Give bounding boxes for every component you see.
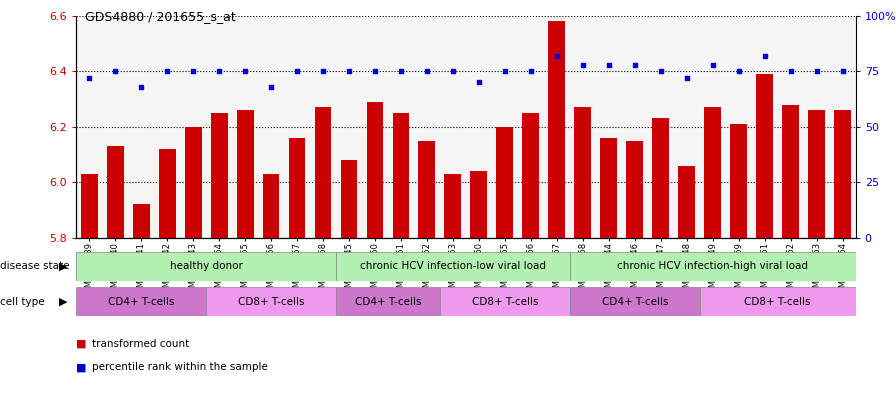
Text: transformed count: transformed count — [92, 339, 190, 349]
Text: disease state: disease state — [0, 261, 70, 271]
Point — [836, 68, 850, 74]
Bar — [730, 124, 747, 238]
Point — [316, 68, 331, 74]
Bar — [834, 110, 851, 238]
Point — [446, 68, 461, 74]
Point — [680, 75, 694, 81]
Bar — [570, 252, 856, 281]
Bar — [808, 110, 825, 238]
Bar — [76, 252, 336, 281]
Bar — [704, 107, 721, 238]
Bar — [700, 287, 856, 316]
Bar — [600, 138, 617, 238]
Bar — [336, 252, 570, 281]
Point — [108, 68, 123, 74]
Bar — [570, 287, 700, 316]
Bar — [133, 204, 150, 238]
Bar — [626, 141, 643, 238]
Bar — [336, 287, 440, 316]
Point — [186, 68, 201, 74]
Point — [394, 68, 409, 74]
Point — [264, 84, 279, 90]
Point — [706, 61, 720, 68]
Bar — [756, 74, 773, 238]
Text: healthy donor: healthy donor — [169, 261, 243, 271]
Bar — [185, 127, 202, 238]
Bar — [574, 107, 591, 238]
Point — [576, 61, 590, 68]
Text: chronic HCV infection-high viral load: chronic HCV infection-high viral load — [617, 261, 808, 271]
Text: chronic HCV infection-low viral load: chronic HCV infection-low viral load — [360, 261, 546, 271]
Text: CD8+ T-cells: CD8+ T-cells — [745, 297, 811, 307]
Bar — [237, 110, 254, 238]
Point — [238, 68, 253, 74]
Bar — [444, 174, 461, 238]
Point — [212, 68, 227, 74]
Text: CD4+ T-cells: CD4+ T-cells — [355, 297, 421, 307]
Bar — [159, 149, 176, 238]
Bar — [652, 118, 669, 238]
Bar — [211, 113, 228, 238]
Point — [160, 68, 175, 74]
Point — [758, 53, 772, 59]
Bar — [107, 146, 124, 238]
Point — [420, 68, 435, 74]
Text: ▶: ▶ — [58, 261, 67, 271]
Text: CD4+ T-cells: CD4+ T-cells — [108, 297, 175, 307]
Point — [628, 61, 642, 68]
Text: ▶: ▶ — [58, 297, 67, 307]
Bar — [81, 174, 98, 238]
Bar — [470, 171, 487, 238]
Bar — [496, 127, 513, 238]
Point — [82, 75, 97, 81]
Text: CD8+ T-cells: CD8+ T-cells — [471, 297, 538, 307]
Bar — [418, 141, 435, 238]
Text: cell type: cell type — [0, 297, 45, 307]
Point — [550, 53, 564, 59]
Bar — [548, 21, 565, 238]
Bar — [206, 287, 336, 316]
Bar — [678, 165, 695, 238]
Point — [134, 84, 149, 90]
Text: CD4+ T-cells: CD4+ T-cells — [601, 297, 668, 307]
Bar — [263, 174, 280, 238]
Bar — [340, 160, 358, 238]
Point — [524, 68, 538, 74]
Text: ■: ■ — [76, 339, 87, 349]
Text: CD8+ T-cells: CD8+ T-cells — [237, 297, 305, 307]
Point — [342, 68, 357, 74]
Point — [498, 68, 513, 74]
Text: percentile rank within the sample: percentile rank within the sample — [92, 362, 268, 373]
Bar — [289, 138, 306, 238]
Point — [602, 61, 616, 68]
Bar — [522, 113, 539, 238]
Point — [290, 68, 305, 74]
Point — [368, 68, 383, 74]
Text: GDS4880 / 201655_s_at: GDS4880 / 201655_s_at — [85, 10, 236, 23]
Bar — [366, 102, 383, 238]
Bar — [392, 113, 409, 238]
Point — [732, 68, 746, 74]
Point — [654, 68, 668, 74]
Bar — [782, 105, 799, 238]
Bar — [314, 107, 332, 238]
Bar — [440, 287, 570, 316]
Bar — [76, 287, 206, 316]
Point — [784, 68, 798, 74]
Text: ■: ■ — [76, 362, 87, 373]
Point — [810, 68, 824, 74]
Point — [472, 79, 487, 86]
